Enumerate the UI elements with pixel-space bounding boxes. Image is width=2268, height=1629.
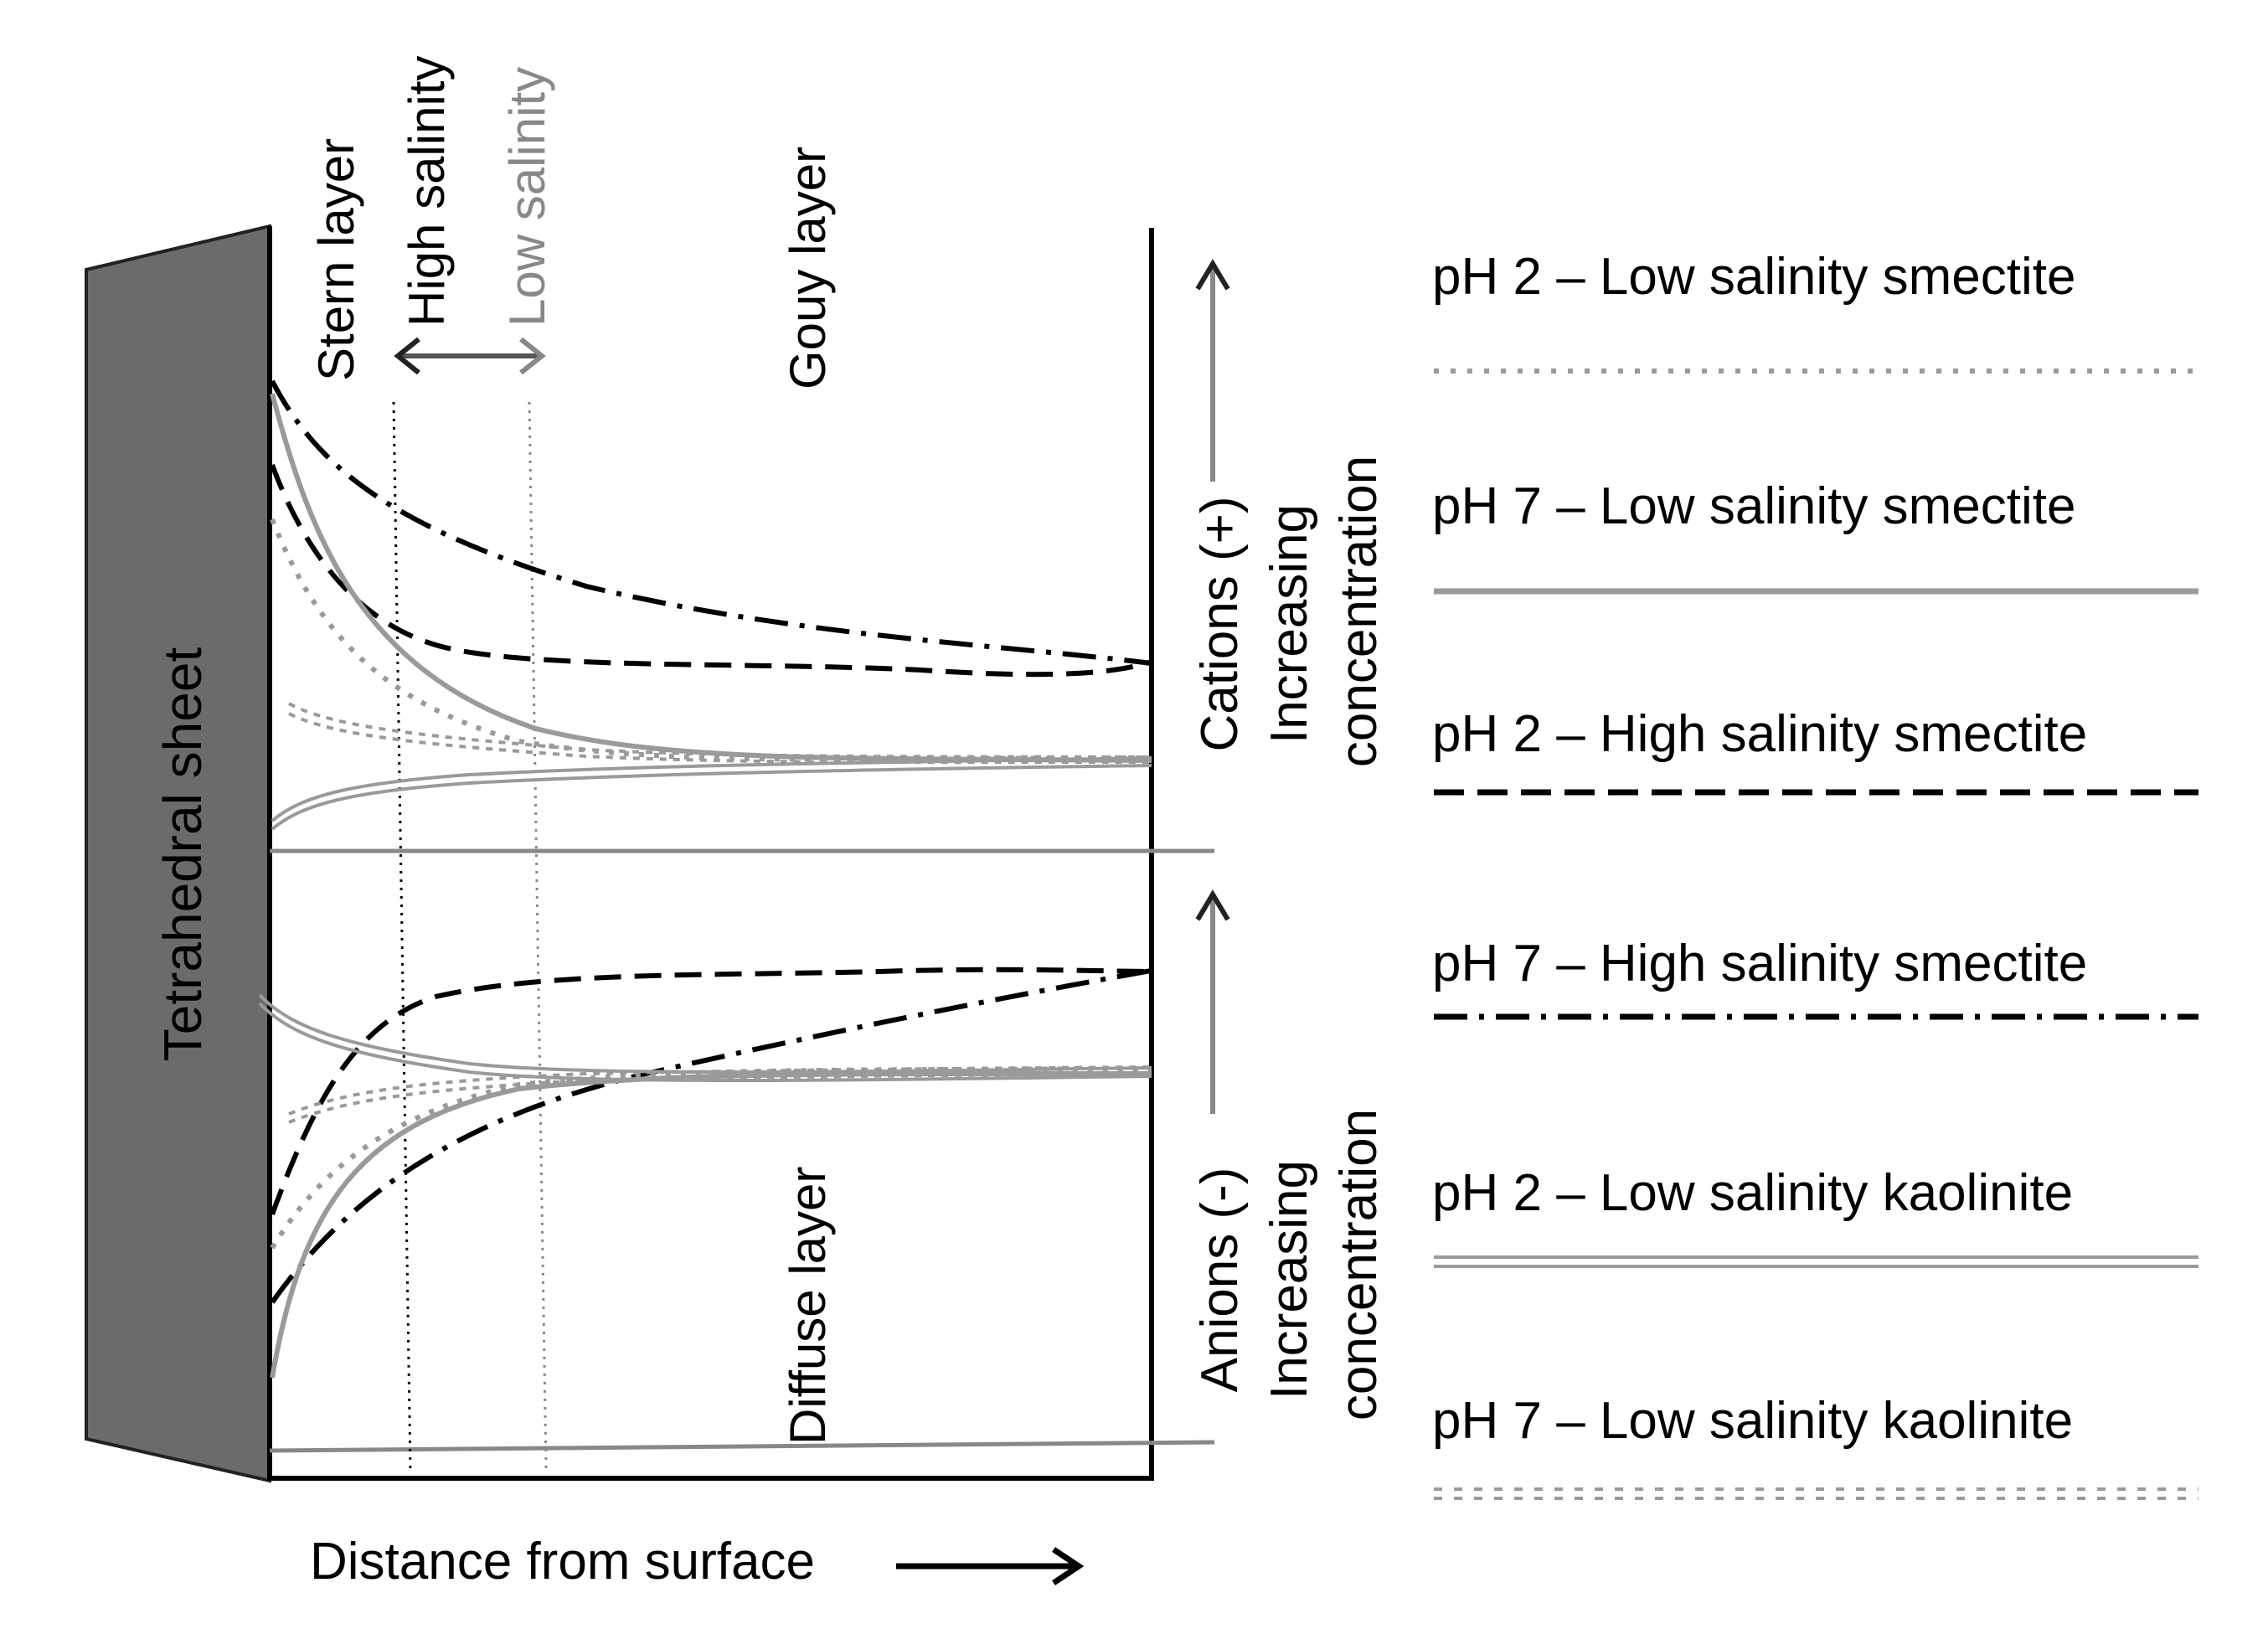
- anion-ph2-high-smectite-curve: [270, 967, 1157, 1216]
- anion-bulk-line: [269, 1440, 1215, 1453]
- legend-label: pH 7 – Low salinity smectite: [1432, 477, 2076, 535]
- low-salinity-label: Low salinity: [499, 67, 555, 327]
- x-axis-arrow: [896, 1547, 1085, 1585]
- tetrahedral-sheet-label: Tetrahedral sheet: [152, 647, 213, 1062]
- legend-item-ph2-high-smectite: pH 2 – High salinity smectite: [1432, 709, 2211, 760]
- legend-label: pH 2 – High salinity smectite: [1432, 705, 2088, 763]
- cation-ph7-low-smectite-curve: [270, 393, 1152, 763]
- anion-ph7-high-smectite-curve: [270, 967, 1157, 1304]
- cation-ph2-low-smectite-curve: [270, 518, 1152, 762]
- anion-ph2-low-kaolinite-curve: [258, 993, 1152, 1082]
- legend-item-ph2-low-smectite: pH 2 – Low salinity smectite: [1432, 251, 2211, 303]
- legend-label: pH 7 – Low salinity kaolinite: [1432, 1392, 2074, 1450]
- salinity-double-arrow: [394, 337, 546, 375]
- legend-label: pH 2 – Low salinity kaolinite: [1432, 1164, 2074, 1222]
- anions-sub2: concentration: [1330, 1109, 1388, 1420]
- cation-ph7-high-smectite-curve: [270, 379, 1152, 666]
- cation-ph2-high-smectite-curve: [270, 463, 1152, 678]
- anion-ph2-low-smectite-curve: [270, 1066, 1152, 1250]
- cations-title: Cations (+): [1191, 497, 1249, 752]
- legend-item-ph7-low-kaolinite: pH 7 – Low salinity kaolinite: [1432, 1395, 2211, 1447]
- stern-layer-label: Stern layer: [308, 138, 364, 381]
- anions-sub1: Increasing: [1260, 1160, 1318, 1400]
- high-salinity-boundary: [392, 401, 412, 1471]
- legend-label: pH 2 – Low salinity smectite: [1432, 248, 2076, 306]
- x-axis-label: Distance from surface: [310, 1533, 815, 1590]
- cations-sub2: concentration: [1330, 456, 1388, 767]
- low-salinity-boundary: [528, 401, 548, 1471]
- cation-ph2-low-kaolinite-curve: [271, 756, 1152, 831]
- legend-item-ph7-high-smectite: pH 7 – High salinity smectite: [1432, 938, 2211, 990]
- diffuse-layer-label: Diffuse layer: [780, 1167, 836, 1445]
- legend-item-ph2-low-kaolinite: pH 2 – Low salinity kaolinite: [1432, 1168, 2211, 1219]
- anions-title: Anions (-): [1191, 1168, 1249, 1393]
- cations-arrow: [1195, 259, 1230, 482]
- legend-item-ph7-low-smectite: pH 7 – Low salinity smectite: [1432, 481, 2211, 533]
- anions-arrow: [1195, 889, 1230, 1114]
- anion-ph7-low-smectite-curve: [270, 1070, 1152, 1379]
- legend-label: pH 7 – High salinity smectite: [1432, 935, 2088, 992]
- high-salinity-label: High salinity: [399, 56, 455, 327]
- gouy-layer-label: Gouy layer: [780, 147, 836, 389]
- cations-sub1: Increasing: [1260, 504, 1318, 744]
